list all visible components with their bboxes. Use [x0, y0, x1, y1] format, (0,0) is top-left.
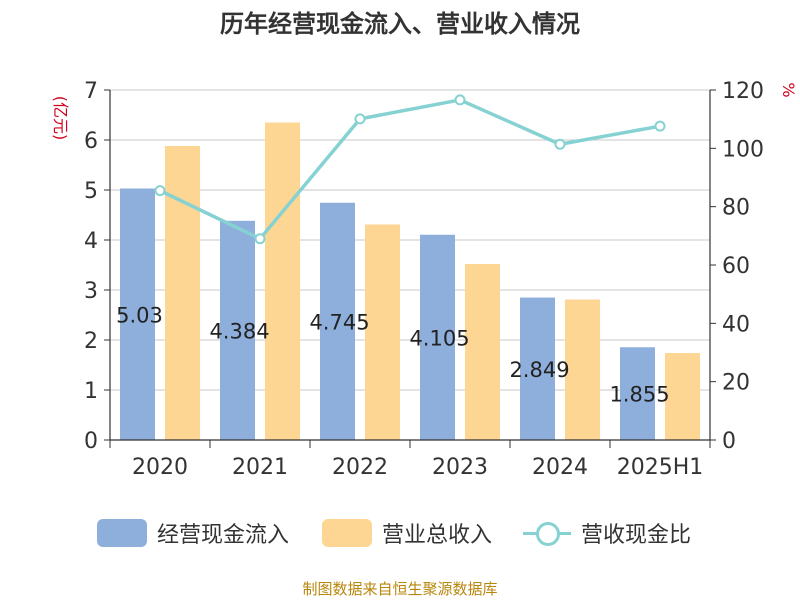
right-axis-tick-label: 40 — [722, 312, 750, 337]
data-label-cash-inflow: 4.105 — [409, 326, 469, 350]
left-axis-tick-label: 5 — [84, 179, 98, 204]
right-axis-tick-label: 80 — [722, 196, 750, 221]
ratio-point — [254, 233, 266, 245]
bar-cash-inflow — [220, 220, 255, 440]
data-label-cash-inflow: 4.745 — [309, 310, 369, 334]
bar-revenue — [465, 264, 500, 440]
x-axis-category-label: 2025H1 — [617, 455, 704, 480]
left-axis-tick-label: 7 — [84, 79, 98, 104]
right-axis-unit-label: % — [779, 82, 798, 97]
right-axis-tick-label: 120 — [722, 79, 764, 104]
bar-revenue — [565, 299, 600, 440]
ratio-point — [554, 138, 566, 150]
ratio-line — [154, 94, 666, 245]
left-axis-tick-label: 3 — [84, 279, 98, 304]
x-axis-category-label: 2021 — [232, 455, 288, 480]
legend-item-ratio[interactable]: 营收现金比 — [523, 515, 691, 551]
bar-revenue — [665, 353, 700, 440]
data-label-cash-inflow: 5.03 — [116, 303, 163, 327]
ratio-point — [154, 185, 166, 197]
data-label-cash-inflow: 2.849 — [509, 358, 569, 382]
bar-revenue — [165, 146, 200, 440]
left-axis-tick-label: 1 — [84, 379, 98, 404]
bar-cash-inflow — [420, 234, 455, 440]
x-axis-category-label: 2024 — [532, 455, 588, 480]
right-axis-tick-label: 20 — [722, 371, 750, 396]
bar-cash-inflow — [620, 347, 655, 440]
bar-cash-inflow — [520, 297, 555, 440]
data-label-cash-inflow: 4.384 — [209, 319, 269, 343]
legend-swatch-revenue — [322, 519, 372, 547]
ratio-point — [354, 113, 366, 125]
bar-revenue — [265, 122, 300, 440]
data-label-cash-inflow: 1.855 — [609, 383, 669, 407]
data-labels: 5.03 4.384 4.745 4.105 2.849 1.855 — [116, 303, 669, 406]
right-axis-tick-label: 100 — [722, 137, 764, 162]
left-axis-tick-label: 6 — [84, 129, 98, 154]
bar-revenue — [365, 224, 400, 440]
x-axis-category-label: 2020 — [132, 455, 188, 480]
chart-title: 历年经营现金流入、营业收入情况 — [220, 10, 580, 38]
ratio-line-path — [159, 98, 661, 241]
legend-label-cash-inflow: 经营现金流入 — [157, 523, 290, 548]
bar-cash-inflow — [120, 188, 155, 440]
right-axis-tick-label: 60 — [722, 254, 750, 279]
left-axis-unit-label: (亿元) — [51, 96, 70, 141]
bar-cash-inflow — [320, 202, 355, 440]
x-axis-category-label: 2022 — [332, 455, 388, 480]
legend-label-ratio: 营收现金比 — [581, 523, 692, 548]
legend-line-marker-icon — [523, 519, 571, 547]
legend-item-revenue[interactable]: 营业总收入 — [322, 515, 492, 551]
source-footer: 制图数据来自恒生聚源数据库 — [302, 580, 498, 598]
x-axis-category-label: 2023 — [432, 455, 488, 480]
legend: 经营现金流入 营业总收入 营收现金比 — [0, 515, 800, 555]
left-axis-tick-label: 2 — [84, 329, 98, 354]
left-axis-tick-label: 4 — [84, 229, 98, 254]
ratio-point — [654, 120, 666, 132]
legend-swatch-cash-inflow — [97, 519, 147, 547]
axes: 0 1 2 3 4 5 6 7 0 20 40 60 80 100 120 2020 2021 2022 2023 2… — [51, 79, 798, 480]
legend-label-revenue: 营业总收入 — [382, 523, 493, 548]
right-axis-tick-label: 0 — [722, 429, 736, 454]
legend-item-cash-inflow[interactable]: 经营现金流入 — [97, 515, 289, 551]
ratio-point — [454, 94, 466, 106]
bars — [120, 122, 700, 440]
left-axis-tick-label: 0 — [84, 429, 98, 454]
